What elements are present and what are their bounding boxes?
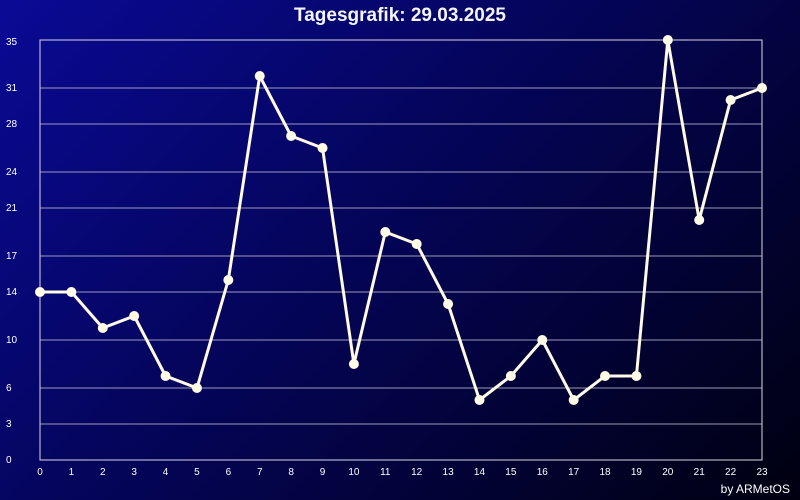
y-tick-label: 0 [6,455,12,466]
data-point [35,287,45,297]
y-tick-label: 6 [6,383,12,394]
data-point [66,287,77,297]
x-tick-label: 12 [411,467,423,478]
data-point [317,143,328,153]
y-tick-label: 35 [6,37,18,48]
plot-frame [39,39,763,461]
credit-label: by ARMetOS [720,482,790,496]
y-tick-label: 14 [6,287,18,298]
x-tick-label: 0 [37,467,43,478]
x-tick-label: 18 [599,467,611,478]
y-tick-label: 21 [6,203,18,214]
data-point [191,383,202,393]
data-point [411,239,422,249]
x-axis-ticks: 0 1 2 3 4 5 6 7 8 9 10 11 12 13 14 15 16 17 18 19 20 21 22 23 [37,467,768,478]
data-points [35,35,767,405]
data-point [662,35,673,45]
data-point [129,311,140,321]
x-tick-label: 22 [725,467,737,478]
x-tick-label: 17 [568,467,580,478]
data-point [694,215,705,225]
chart-title: Tagesgrafik: 29.03.2025 [294,5,506,26]
x-tick-label: 2 [100,467,106,478]
x-tick-label: 1 [69,467,75,478]
data-point [537,335,548,345]
data-point [254,71,265,81]
data-point [725,95,736,105]
x-tick-label: 6 [226,467,232,478]
series-line [40,38,763,402]
y-tick-label: 3 [6,419,12,430]
y-axis-ticks: 0 3 6 10 14 17 21 24 28 31 35 [6,37,18,466]
y-tick-label: 24 [6,167,18,178]
data-point [380,227,391,237]
grid-lines [40,39,762,461]
data-point [631,371,642,381]
x-tick-label: 13 [443,467,455,478]
data-point [568,395,579,405]
data-point [505,371,516,381]
data-point [223,275,234,285]
x-tick-label: 23 [756,467,768,478]
x-tick-label: 19 [631,467,643,478]
x-tick-label: 4 [163,467,169,478]
y-tick-label: 17 [6,251,18,262]
x-tick-label: 16 [537,467,549,478]
x-tick-label: 11 [380,467,391,478]
x-tick-label: 9 [320,467,326,478]
x-tick-label: 20 [662,467,674,478]
data-point [443,299,454,309]
x-tick-label: 7 [257,467,263,478]
x-tick-label: 8 [288,467,294,478]
data-point [474,395,485,405]
y-tick-label: 28 [6,119,18,130]
data-point [97,323,108,333]
data-point [160,371,171,381]
data-point [600,371,611,381]
data-point [757,83,767,93]
x-tick-label: 10 [348,467,360,478]
x-tick-label: 21 [694,467,706,478]
data-point [348,359,359,369]
y-tick-label: 10 [6,335,18,346]
x-tick-label: 5 [194,467,200,478]
y-tick-label: 31 [6,83,18,94]
x-tick-label: 15 [505,467,517,478]
data-point [286,131,297,141]
x-tick-label: 14 [474,467,486,478]
x-tick-label: 3 [131,467,137,478]
